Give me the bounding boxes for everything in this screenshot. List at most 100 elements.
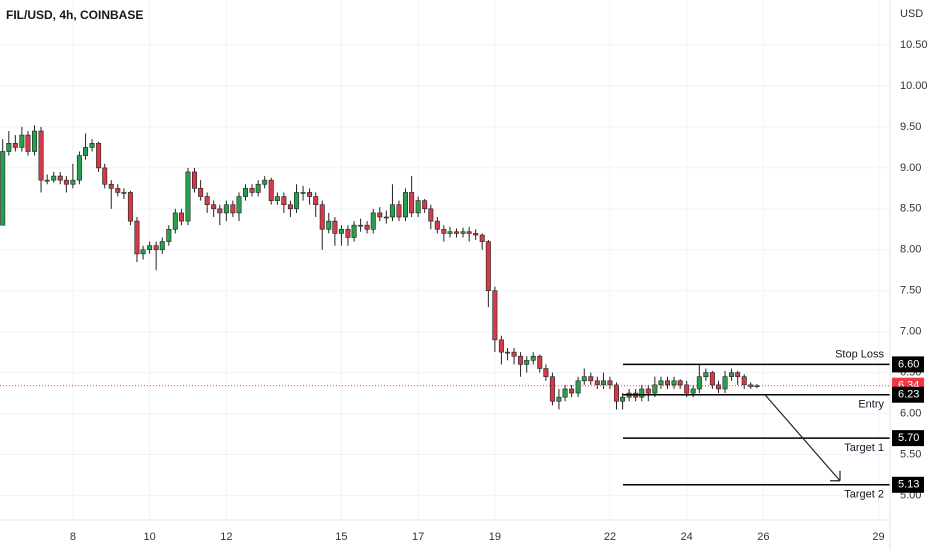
y-tick-label: 8.50 <box>900 203 921 215</box>
candle-body <box>498 339 504 353</box>
candle-body <box>581 376 587 382</box>
candle-body <box>89 143 95 148</box>
candle-body <box>492 290 498 341</box>
candle-body <box>556 396 562 402</box>
y-tick-label: 10.50 <box>900 39 928 51</box>
level-name: Stop Loss <box>835 348 884 360</box>
candle-body <box>709 372 715 386</box>
candle-body <box>19 134 25 148</box>
candle-body <box>57 175 63 181</box>
y-tick-label: 9.50 <box>900 121 921 133</box>
candle-body <box>383 216 389 219</box>
y-tick-label: 10.00 <box>900 80 928 92</box>
candle-body <box>537 355 543 369</box>
level-label: 5.13 <box>898 479 919 491</box>
candle-body <box>51 175 57 181</box>
candle-body <box>6 143 12 152</box>
candle-body <box>32 130 38 152</box>
candle-body <box>178 212 184 222</box>
candle-body <box>524 360 530 365</box>
candle-body <box>447 231 453 234</box>
candle-body <box>300 192 306 194</box>
candle-body <box>70 179 76 185</box>
candle-body <box>664 380 670 386</box>
x-tick-label: 26 <box>757 531 769 543</box>
projection-arrow <box>764 394 841 482</box>
candle-body <box>281 196 287 206</box>
candle-body <box>268 179 274 201</box>
x-tick-label: 22 <box>604 531 616 543</box>
y-tick-label: 8.00 <box>900 244 921 256</box>
level-box <box>892 476 924 493</box>
candle-body <box>274 196 280 201</box>
candle-body <box>108 183 114 189</box>
candle-body <box>147 245 153 251</box>
candle-body <box>639 388 645 398</box>
candle-body <box>549 376 555 402</box>
candle-body <box>729 372 735 377</box>
x-tick-label: 12 <box>220 531 232 543</box>
candle-body <box>735 372 741 377</box>
chart-title: FIL/USD, 4h, COINBASE <box>6 8 143 22</box>
candle-body <box>473 233 479 236</box>
candle-body <box>332 220 338 234</box>
candle-body <box>389 204 395 218</box>
candle-body <box>204 196 210 206</box>
candle-body <box>153 245 159 251</box>
candle-body <box>191 171 197 189</box>
candle-body <box>172 212 178 230</box>
grid <box>0 0 890 520</box>
x-tick-label: 29 <box>872 531 884 543</box>
candle-body <box>243 188 249 197</box>
y-tick-label: 6.00 <box>900 407 921 419</box>
level-name: Target 2 <box>844 489 884 501</box>
candle-body <box>415 200 421 214</box>
candle-body <box>364 224 370 230</box>
candle-body <box>115 188 121 193</box>
candle-body <box>25 134 31 152</box>
candle-body <box>441 228 447 234</box>
level-box <box>892 356 924 373</box>
candle-body <box>127 192 133 222</box>
candle-body <box>600 380 606 386</box>
candle-body <box>645 388 651 394</box>
candle-body <box>223 204 229 214</box>
candle-body <box>530 355 536 361</box>
candle-body <box>140 249 146 255</box>
level-box <box>892 386 924 403</box>
candle-body <box>696 376 702 390</box>
plot: Stop Loss Entry Target 1 Target 2 <box>0 125 890 501</box>
candle-body <box>409 192 415 214</box>
axes: 5.005.506.006.507.007.508.008.509.009.50… <box>70 39 928 543</box>
candle-body <box>422 200 428 210</box>
x-tick-label: 17 <box>412 531 424 543</box>
candle-body <box>543 368 549 377</box>
candle-body <box>690 388 696 394</box>
candle-body <box>102 167 108 185</box>
candle-body <box>588 376 594 382</box>
candle-body <box>345 228 351 238</box>
candle-body <box>287 204 293 210</box>
x-tick-label: 8 <box>70 531 76 543</box>
candle-body <box>255 183 261 193</box>
y-tick-label: 9.00 <box>900 162 921 174</box>
candle-body <box>377 212 383 218</box>
candle-body <box>562 388 568 398</box>
axis-unit: USD <box>900 8 923 20</box>
candle-body <box>434 220 440 230</box>
candle-body <box>96 143 102 169</box>
candle-body <box>722 376 728 390</box>
candle-body <box>575 380 581 394</box>
candle-body <box>620 396 626 402</box>
level-label: 6.60 <box>898 358 919 370</box>
level-name: Entry <box>858 399 884 411</box>
candle-body <box>402 192 408 218</box>
y-tick-label: 7.00 <box>900 326 921 338</box>
candle-body <box>159 241 165 251</box>
candle-body <box>358 224 364 227</box>
candle-body <box>607 380 613 386</box>
level-label: 5.70 <box>898 432 919 444</box>
y-tick-label: 7.50 <box>900 285 921 297</box>
x-tick-label: 10 <box>143 531 155 543</box>
